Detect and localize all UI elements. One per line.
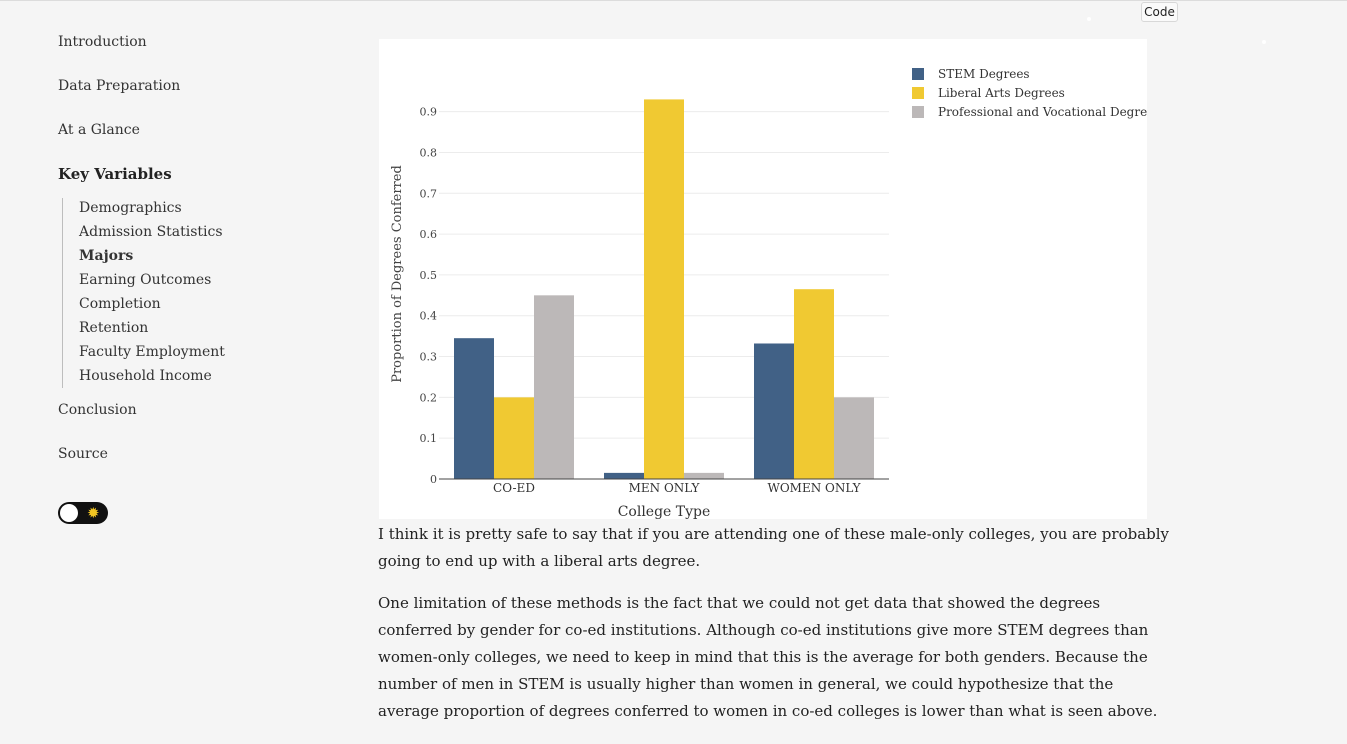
paragraph-limitations: One limitation of these methods is the f… bbox=[378, 594, 1158, 720]
sidebar-subnav: Demographics Admission Statistics Majors… bbox=[62, 198, 225, 388]
legend-label: STEM Degrees bbox=[938, 67, 1030, 81]
bar bbox=[494, 397, 534, 479]
x-tick-label: WOMEN ONLY bbox=[768, 481, 862, 495]
legend-label: Professional and Vocational Degrees bbox=[938, 105, 1147, 119]
bar bbox=[834, 397, 874, 479]
decorative-dot bbox=[1087, 17, 1091, 21]
chart-container: 0 0.1 0.2 0.3 0.4 0.5 0.6 0.7 0.8 0.9 CO-ED MEN ONL… bbox=[379, 39, 1147, 519]
legend-swatch bbox=[912, 106, 924, 118]
sidebar-subitem-majors[interactable]: Majors bbox=[79, 248, 134, 264]
legend-label: Liberal Arts Degrees bbox=[938, 86, 1065, 100]
sidebar-subitem-admission-statistics[interactable]: Admission Statistics bbox=[79, 224, 223, 240]
y-tick-label: 0.2 bbox=[420, 391, 438, 404]
x-axis-title: College Type bbox=[618, 504, 711, 519]
sidebar-subitem-retention[interactable]: Retention bbox=[79, 320, 149, 336]
y-tick-label: 0.5 bbox=[420, 269, 438, 282]
bar bbox=[604, 472, 644, 479]
y-tick-label: 0.6 bbox=[420, 228, 438, 241]
sidebar-subitem-earning-outcomes[interactable]: Earning Outcomes bbox=[79, 272, 212, 288]
bar bbox=[794, 289, 834, 479]
y-tick-label: 0 bbox=[430, 473, 437, 486]
theme-toggle[interactable]: ✹ bbox=[58, 502, 108, 524]
sidebar-item-introduction[interactable]: Introduction bbox=[58, 34, 147, 50]
y-tick-label: 0.4 bbox=[420, 310, 438, 323]
bar bbox=[454, 338, 494, 479]
y-tick-label: 0.7 bbox=[420, 187, 438, 200]
sidebar-subitem-completion[interactable]: Completion bbox=[79, 296, 161, 312]
x-tick-label: CO-ED bbox=[493, 481, 535, 495]
sidebar-item-conclusion[interactable]: Conclusion bbox=[58, 402, 137, 418]
x-tick-label: MEN ONLY bbox=[629, 481, 701, 495]
sidebar-item-at-a-glance[interactable]: At a Glance bbox=[58, 122, 140, 138]
y-tick-label: 0.3 bbox=[420, 351, 438, 364]
sidebar-item-data-preparation[interactable]: Data Preparation bbox=[58, 78, 181, 94]
bar-chart: 0 0.1 0.2 0.3 0.4 0.5 0.6 0.7 0.8 0.9 CO-ED MEN ONL… bbox=[390, 67, 1147, 519]
sidebar-item-source[interactable]: Source bbox=[58, 446, 108, 462]
legend-swatch bbox=[912, 87, 924, 99]
code-button[interactable]: Code bbox=[1141, 2, 1178, 22]
sidebar-subitem-demographics[interactable]: Demographics bbox=[79, 200, 182, 216]
bar bbox=[684, 472, 724, 479]
toggle-knob bbox=[60, 504, 78, 522]
top-divider bbox=[0, 0, 1347, 1]
sidebar-item-key-variables[interactable]: Key Variables bbox=[58, 165, 172, 183]
y-tick-label: 0.1 bbox=[420, 432, 438, 445]
bar bbox=[754, 343, 794, 479]
sidebar-subitem-household-income[interactable]: Household Income bbox=[79, 368, 212, 384]
y-axis-title: Proportion of Degrees Conferred bbox=[390, 165, 405, 383]
bar bbox=[644, 99, 684, 479]
sun-icon: ✹ bbox=[87, 504, 100, 522]
legend-swatch bbox=[912, 68, 924, 80]
decorative-dot bbox=[1262, 40, 1266, 44]
paragraph-conclusion-male-colleges: I think it is pretty safe to say that if… bbox=[378, 525, 1170, 570]
y-tick-label: 0.9 bbox=[420, 106, 438, 119]
y-tick-label: 0.8 bbox=[420, 146, 438, 159]
sidebar-subitem-faculty-employment[interactable]: Faculty Employment bbox=[79, 344, 225, 360]
bar bbox=[534, 295, 574, 479]
